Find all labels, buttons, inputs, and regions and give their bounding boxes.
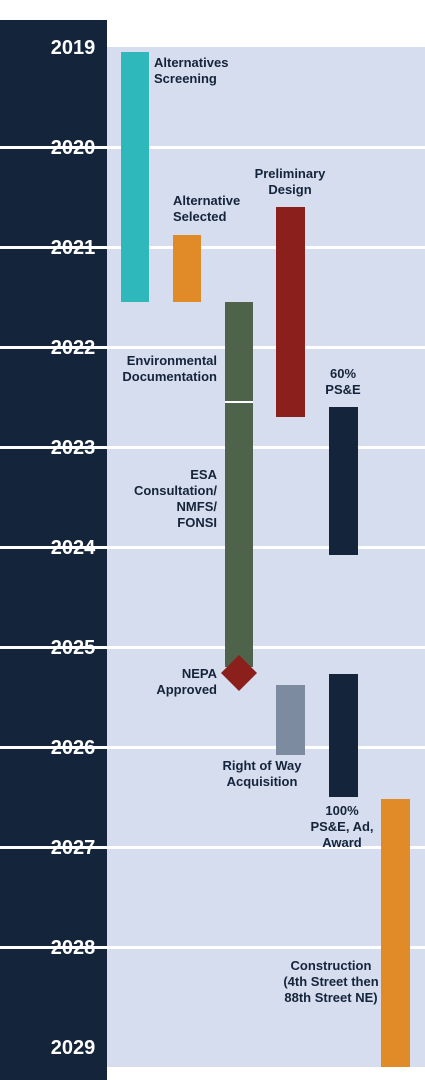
label-alternatives-screening: Alternatives Screening [154,55,228,86]
year-label-2027: 2027 [51,837,96,859]
year-label-2029: 2029 [51,1037,96,1059]
bar-alternatives-screening [121,52,149,302]
label-environmental-documentation: Environmental Documentation [122,353,217,384]
gridline-2024 [0,546,425,549]
label-construction: Construction (4th Street then 88th Street … [283,958,378,1005]
label-right-of-way: Right of Way Acquisition [223,758,303,789]
label-sixty-pse: 60% PS&E [325,366,361,397]
label-preliminary-design: Preliminary Design [255,166,327,197]
gridline-2026 [0,746,425,749]
year-label-2022: 2022 [51,337,96,359]
label-esa-consultation: ESA Consultation/NMFS/FONSI [134,467,218,530]
label-nepa-approved: NEPA Approved [156,666,217,697]
milestone-nepa-approved [221,655,257,691]
year-label-2025: 2025 [51,637,96,659]
bar-hundred-pse [329,674,358,797]
label-hundred-pse: 100% PS&E, Ad, Award [310,803,373,850]
year-label-2023: 2023 [51,437,96,459]
timeline-background [107,47,425,1067]
bar-construction [381,799,410,1067]
bar-right-of-way [276,685,305,755]
gridline-2023 [0,446,425,449]
year-label-2024: 2024 [51,537,96,559]
bar-alternative-selected [173,235,201,302]
bar-environmental-documentation [225,302,253,402]
year-label-2026: 2026 [51,737,96,759]
gridline-2027 [0,846,425,849]
bar-preliminary-design [276,207,305,417]
bar-sixty-pse [329,407,358,555]
year-label-2028: 2028 [51,937,96,959]
gridline-2028 [0,946,425,949]
label-alternative-selected: Alternative Selected [173,193,240,224]
year-label-2019: 2019 [51,37,96,59]
gridline-2025 [0,646,425,649]
year-label-2020: 2020 [51,137,96,159]
year-label-2021: 2021 [51,237,96,259]
bar-esa-consultation [225,402,253,667]
gridline-2021 [0,246,425,249]
year-band [0,20,107,1080]
bar-separator [225,401,253,403]
gridline-2022 [0,346,425,349]
gridline-2020 [0,146,425,149]
